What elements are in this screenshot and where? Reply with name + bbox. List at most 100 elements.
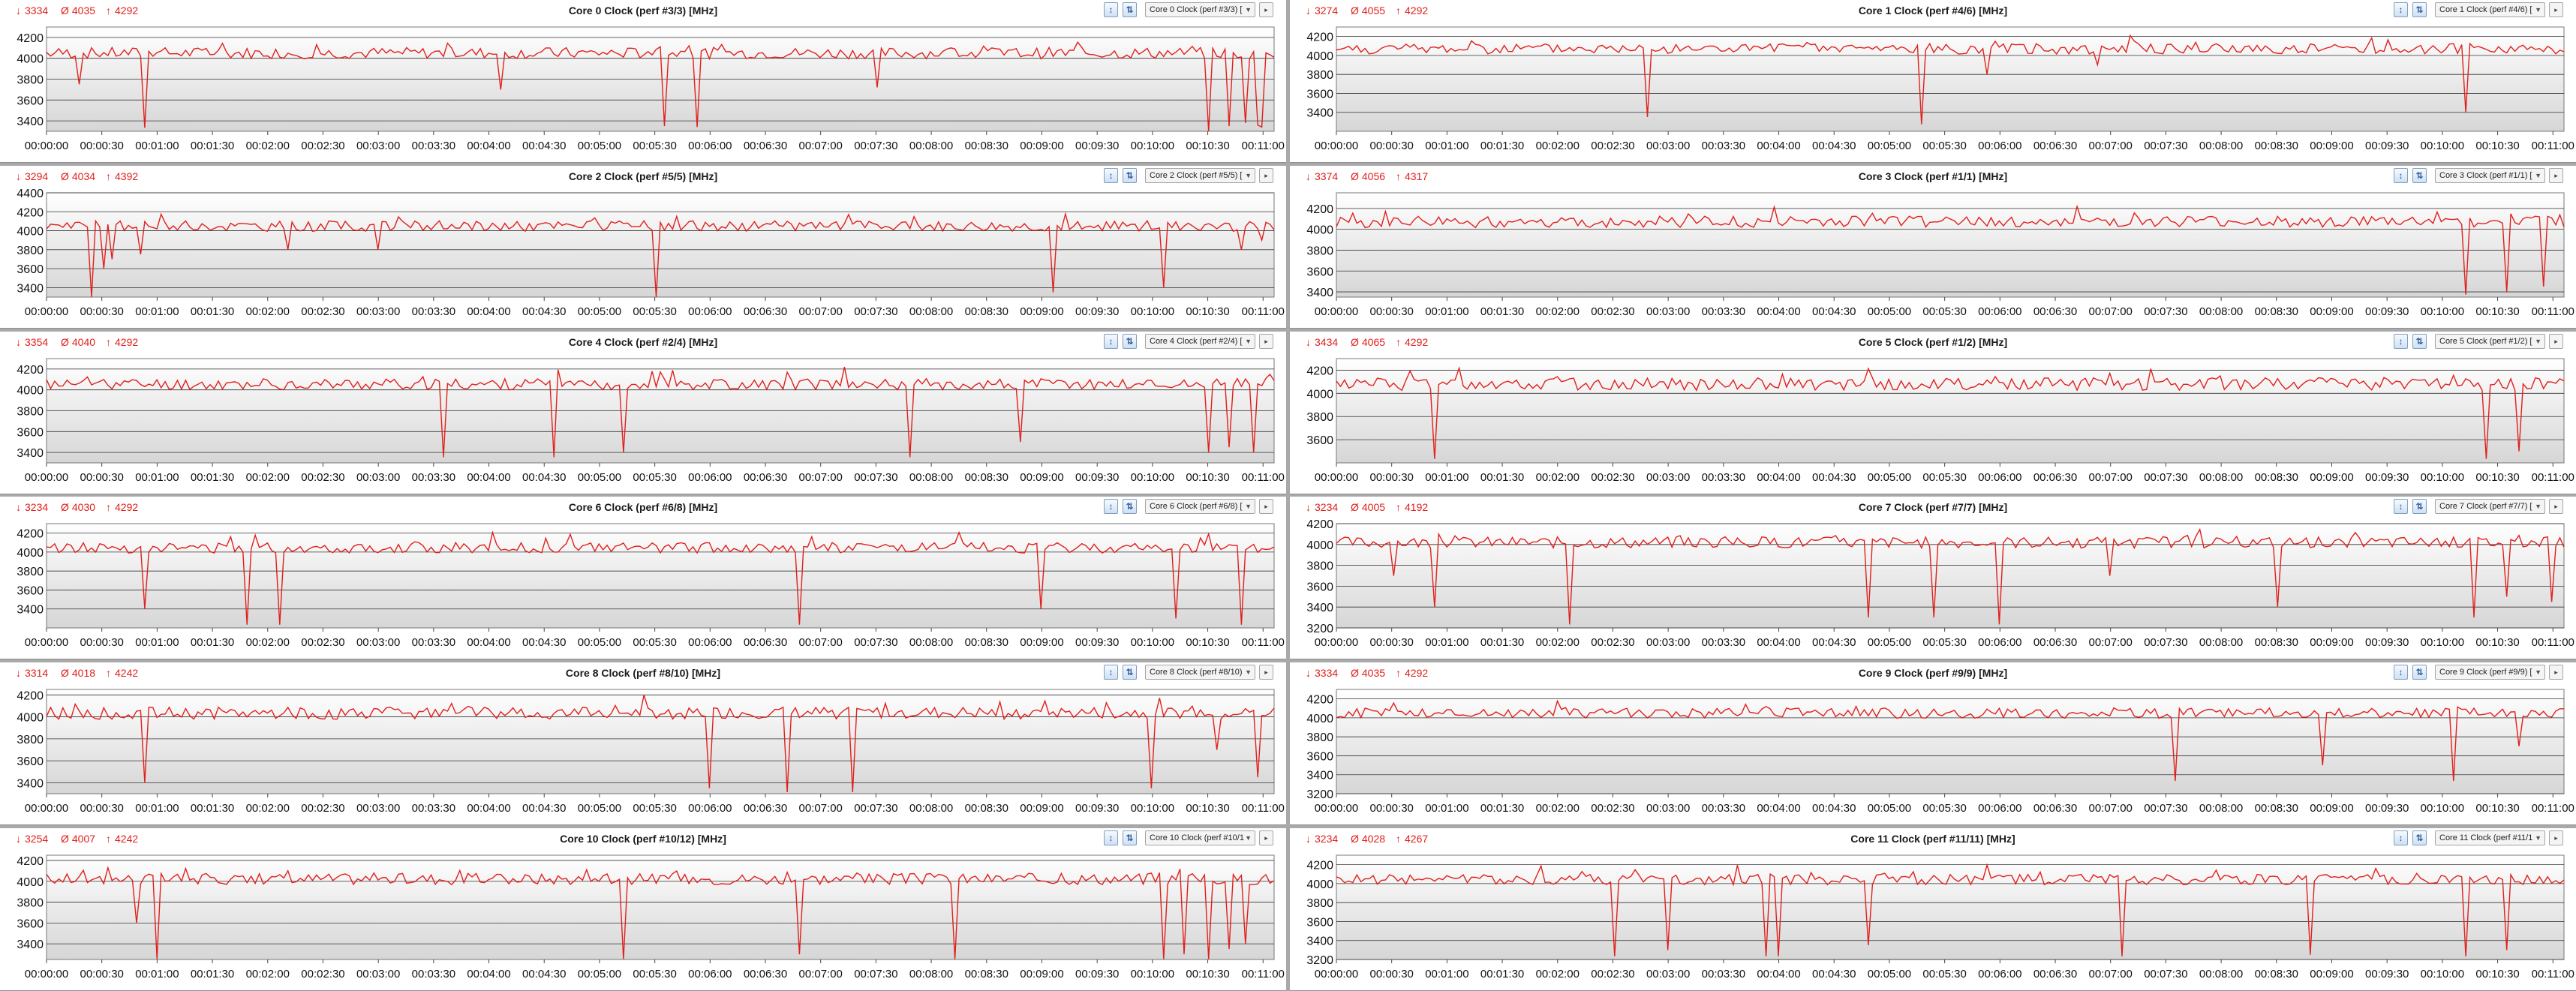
sensor-select-icon[interactable]: ↕ <box>2394 2 2408 17</box>
graph-panel-core-4[interactable]: ↓ 3354 Ø 4040 ↑ 4292 Core 4 Clock (perf #2/4) … <box>0 332 1286 494</box>
graph-panel-core-3[interactable]: ↓ 3374 Ø 4056 ↑ 4317 Core 3 Clock (perf #1/1) … <box>1290 166 2576 329</box>
x-tick-label: 00:01:30 <box>191 471 234 484</box>
close-icon[interactable]: ▸ <box>2549 499 2563 514</box>
close-icon[interactable]: ▸ <box>1259 2 1273 17</box>
sensor-select-icon[interactable]: ↕ <box>1104 2 1118 17</box>
y-tick-label: 3200 <box>1306 788 1333 801</box>
y-tick-label: 3400 <box>1306 935 1333 948</box>
x-tick-label: 00:09:30 <box>1075 636 1119 649</box>
sensor-dropdown[interactable]: Core 2 Clock (perf #5/5) [▼ <box>1145 168 1255 183</box>
sensor-scale-icon[interactable]: ⇅ <box>1123 2 1137 17</box>
close-icon[interactable]: ▸ <box>2549 334 2563 349</box>
avg-value-text: 4005 <box>1361 501 1386 513</box>
graph-panel-core-6[interactable]: ↓ 3234 Ø 4030 ↑ 4292 Core 6 Clock (perf #6/8) … <box>0 497 1286 659</box>
sensor-dropdown[interactable]: Core 3 Clock (perf #1/1) [▼ <box>2435 168 2545 183</box>
sensor-dropdown[interactable]: Core 7 Clock (perf #7/7) [▼ <box>2435 499 2545 514</box>
max-value-text: 4292 <box>1405 336 1429 348</box>
sensor-scale-icon[interactable]: ⇅ <box>2412 334 2427 349</box>
sensor-select-icon[interactable]: ↕ <box>2394 830 2408 845</box>
min-value: ↓ 3234 <box>16 501 48 513</box>
panel-header: ↓ 3234 Ø 4030 ↑ 4292 Core 6 Clock (perf #6/8) … <box>0 497 1286 519</box>
sensor-dropdown[interactable]: Core 10 Clock (perf #10/1 ▼ <box>1145 830 1255 845</box>
graph-panel-core-0[interactable]: ↓ 3334 Ø 4035 ↑ 4292 Core 0 Clock (perf #3/3) … <box>0 0 1286 163</box>
sensor-dropdown[interactable]: Core 11 Clock (perf #11/1 ▼ <box>2435 830 2545 845</box>
sensor-dropdown[interactable]: Core 5 Clock (perf #1/2) [▼ <box>2435 334 2545 349</box>
clock-series-line <box>1336 366 2565 459</box>
y-tick-label: 3400 <box>17 938 44 951</box>
x-tick-label: 00:05:30 <box>633 471 676 484</box>
graph-panel-core-10[interactable]: ↓ 3254 Ø 4007 ↑ 4242 Core 10 Clock (perf #10/1… <box>0 828 1286 991</box>
close-icon[interactable]: ▸ <box>2549 2 2563 17</box>
x-tick-label: 00:02:30 <box>1591 636 1634 649</box>
sensor-scale-icon[interactable]: ⇅ <box>2412 499 2427 514</box>
max-value: ↑ 4292 <box>1396 336 1428 348</box>
chevron-down-icon: ▼ <box>1245 338 1252 345</box>
avg-icon: Ø <box>1351 336 1359 348</box>
graph-panel-core-5[interactable]: ↓ 3434 Ø 4065 ↑ 4292 Core 5 Clock (perf #1/2) … <box>1290 332 2576 494</box>
plot-area <box>1336 689 2565 794</box>
y-tick-label: 4200 <box>1306 32 1333 44</box>
x-tick-label: 00:06:30 <box>2033 305 2077 318</box>
sensor-scale-icon[interactable]: ⇅ <box>1123 334 1137 349</box>
sensor-select-icon[interactable]: ↕ <box>1104 168 1118 183</box>
close-icon[interactable]: ▸ <box>1259 334 1273 349</box>
x-tick-label: 00:00:00 <box>25 802 68 815</box>
x-tick-label: 00:08:00 <box>909 140 953 152</box>
sensor-select-icon[interactable]: ↕ <box>1104 334 1118 349</box>
sensor-select-icon[interactable]: ↕ <box>1104 665 1118 680</box>
x-tick-label: 00:01:30 <box>191 636 234 649</box>
sensor-scale-icon[interactable]: ⇅ <box>1123 830 1137 845</box>
close-icon[interactable]: ▸ <box>1259 830 1273 845</box>
chevron-down-icon: ▼ <box>2535 6 2541 14</box>
sensor-dropdown[interactable]: Core 4 Clock (perf #2/4) [▼ <box>1145 334 1255 349</box>
sensor-dropdown[interactable]: Core 1 Clock (perf #4/6) [▼ <box>2435 2 2545 17</box>
x-tick-label: 00:04:30 <box>522 140 566 152</box>
min-value: ↓ 3434 <box>1306 336 1338 348</box>
sensor-dropdown[interactable]: Core 9 Clock (perf #9/9) [▼ <box>2435 665 2545 680</box>
x-tick-label: 00:07:30 <box>854 305 897 318</box>
sensor-dropdown-value: Core 9 Clock (perf #9/9) [ <box>2439 668 2532 677</box>
sensor-scale-icon[interactable]: ⇅ <box>1123 665 1137 680</box>
sensor-scale-icon[interactable]: ⇅ <box>1123 499 1137 514</box>
sensor-scale-icon[interactable]: ⇅ <box>2412 168 2427 183</box>
y-tick-label: 4200 <box>17 32 44 45</box>
x-tick-label: 00:02:30 <box>301 140 344 152</box>
sensor-dropdown[interactable]: Core 8 Clock (perf #8/10) ▼ <box>1145 665 1255 680</box>
graph-panel-core-2[interactable]: ↓ 3294 Ø 4034 ↑ 4392 Core 2 Clock (perf #5/5) … <box>0 166 1286 329</box>
sensor-select-icon[interactable]: ↕ <box>1104 830 1118 845</box>
sensor-scale-icon[interactable]: ⇅ <box>2412 830 2427 845</box>
x-tick-label: 00:06:00 <box>688 140 732 152</box>
sensor-select-icon[interactable]: ↕ <box>2394 665 2408 680</box>
sensor-select-icon[interactable]: ↕ <box>2394 334 2408 349</box>
close-icon[interactable]: ▸ <box>2549 665 2563 680</box>
graph-panel-core-1[interactable]: ↓ 3274 Ø 4055 ↑ 4292 Core 1 Clock (perf #4/6) … <box>1290 0 2576 163</box>
close-icon[interactable]: ▸ <box>2549 168 2563 183</box>
x-tick-label: 00:03:30 <box>412 636 455 649</box>
graph-panel-core-7[interactable]: ↓ 3234 Ø 4005 ↑ 4192 Core 7 Clock (perf #7/7) … <box>1290 497 2576 659</box>
sensor-dropdown[interactable]: Core 0 Clock (perf #3/3) [▼ <box>1145 2 1255 17</box>
x-tick-label: 00:07:30 <box>2144 802 2187 815</box>
max-value: ↑ 4292 <box>106 501 138 513</box>
sensor-scale-icon[interactable]: ⇅ <box>2412 2 2427 17</box>
sensor-scale-icon[interactable]: ⇅ <box>1123 168 1137 183</box>
sensor-select-icon[interactable]: ↕ <box>2394 168 2408 183</box>
sensor-select-icon[interactable]: ↕ <box>1104 499 1118 514</box>
close-icon[interactable]: ▸ <box>1259 499 1273 514</box>
x-tick-label: 00:10:00 <box>1131 968 1174 980</box>
avg-value-text: 4035 <box>71 5 96 17</box>
graph-panel-core-11[interactable]: ↓ 3234 Ø 4028 ↑ 4267 Core 11 Clock (perf #11/1… <box>1290 828 2576 991</box>
close-icon[interactable]: ▸ <box>1259 665 1273 680</box>
graph-panel-core-8[interactable]: ↓ 3314 Ø 4018 ↑ 4242 Core 8 Clock (perf #8/10)… <box>0 662 1286 825</box>
sensor-scale-icon[interactable]: ⇅ <box>2412 665 2427 680</box>
close-icon[interactable]: ▸ <box>2549 830 2563 845</box>
sensor-select-icon[interactable]: ↕ <box>2394 499 2408 514</box>
x-tick-label: 00:00:30 <box>80 802 123 815</box>
clock-series-line <box>46 212 1275 298</box>
x-tick-label: 00:07:30 <box>854 636 897 649</box>
graph-panel-core-9[interactable]: ↓ 3334 Ø 4035 ↑ 4292 Core 9 Clock (perf #9/9) … <box>1290 662 2576 825</box>
y-tick-label: 4000 <box>1306 539 1333 552</box>
x-tick-label: 00:05:00 <box>578 471 621 484</box>
sensor-dropdown[interactable]: Core 6 Clock (perf #6/8) [▼ <box>1145 499 1255 514</box>
x-tick-label: 00:01:00 <box>135 636 179 649</box>
close-icon[interactable]: ▸ <box>1259 168 1273 183</box>
